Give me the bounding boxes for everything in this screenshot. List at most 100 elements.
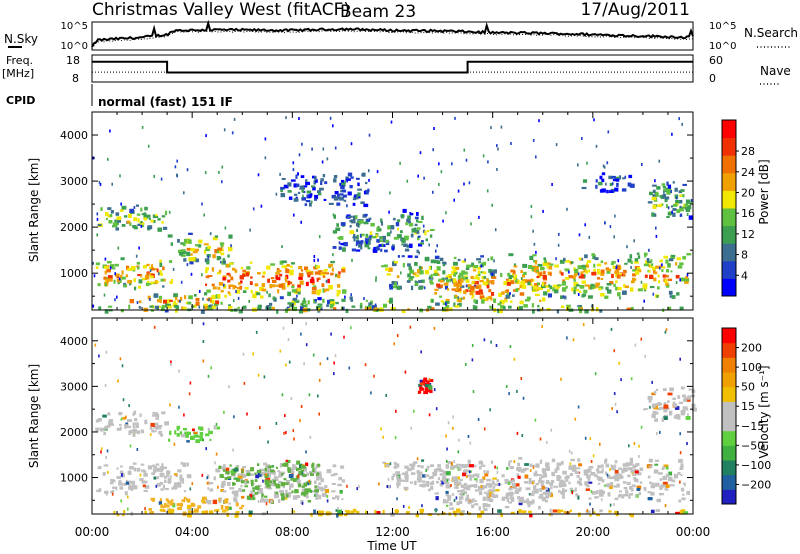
echo-region-1 bbox=[96, 461, 192, 496]
date-title: 17/Aug/2011 bbox=[580, 0, 690, 20]
y-tick-label: 2000 bbox=[60, 426, 88, 439]
beam-title: Beam 23 bbox=[340, 2, 416, 22]
y-tick-label: 3000 bbox=[60, 175, 88, 188]
freq-label: Freq. bbox=[6, 54, 33, 67]
nsearch-tick-bottom: 10^0 bbox=[709, 41, 736, 52]
x-tick-label: 00:00 bbox=[676, 525, 711, 539]
echo-region-5 bbox=[268, 296, 393, 311]
frequency-strip: Freq. [MHz] Nave 18 8 60 0 bbox=[2, 54, 791, 85]
echo-region-3 bbox=[167, 232, 233, 265]
scattered-echoes bbox=[94, 322, 689, 513]
power-panel: 1000 2000 3000 4000 Slant Range [km] bbox=[27, 111, 694, 314]
colorbar-tick-label: 50 bbox=[741, 381, 755, 394]
nsky-label: N.Sky bbox=[4, 32, 38, 46]
x-tick-label: 00:00 bbox=[75, 525, 110, 539]
colorbar-tick-label: 12 bbox=[741, 228, 755, 241]
nave-tick-bottom: 0 bbox=[709, 72, 716, 85]
colorbar-swatch bbox=[722, 460, 736, 476]
colorbar-tick-label: −200 bbox=[741, 478, 771, 491]
echo-region-12 bbox=[647, 181, 694, 220]
colorbar-swatch bbox=[722, 120, 736, 139]
echo-region-10 bbox=[417, 377, 434, 395]
echo-region-4 bbox=[218, 459, 321, 504]
colorbar-swatch bbox=[722, 474, 736, 490]
colorbar-tick-label: −50 bbox=[741, 439, 764, 452]
velocity-ylabel: Slant Range [km] bbox=[27, 364, 41, 468]
colorbar-swatch bbox=[722, 260, 736, 279]
y-tick-label: 4000 bbox=[60, 335, 88, 348]
x-tick-label: 12:00 bbox=[375, 525, 410, 539]
y-tick-label: 3000 bbox=[60, 380, 88, 393]
colorbar-swatch bbox=[722, 137, 736, 156]
x-tick-label: 04:00 bbox=[175, 525, 210, 539]
colorbar-tick-label: 100 bbox=[741, 361, 762, 374]
echo-region-7 bbox=[332, 208, 435, 253]
x-tick-label: 08:00 bbox=[275, 525, 310, 539]
colorbar-swatch bbox=[722, 155, 736, 174]
nsky-tick-bottom: 10^0 bbox=[61, 41, 88, 52]
x-tick-label: 16:00 bbox=[475, 525, 510, 539]
power-colorbar: 4 8 12 16 20 24 28 bbox=[721, 119, 755, 297]
power-echo-field bbox=[92, 116, 694, 314]
nave-tick-top: 60 bbox=[709, 54, 723, 67]
velocity-panel: 1000 2000 3000 4000 Slant Range [km] bbox=[27, 317, 697, 518]
colorbar-swatch bbox=[722, 328, 736, 344]
echo-region-6 bbox=[382, 459, 494, 492]
colorbar-tick-label: 20 bbox=[741, 186, 755, 199]
colorbar-tick-label: 24 bbox=[741, 166, 755, 179]
y-tick-label: 1000 bbox=[60, 472, 88, 485]
freq-unit-label: [MHz] bbox=[2, 67, 34, 80]
x-tick-label: 20:00 bbox=[576, 525, 611, 539]
nsearch-tick-top: 10^5 bbox=[709, 21, 736, 32]
colorbar-swatch bbox=[722, 342, 736, 358]
nsky-series bbox=[91, 19, 694, 48]
time-axis: 00:00 04:00 08:00 12:00 16:00 20:00 00:00 bbox=[75, 525, 711, 539]
scattered-echoes bbox=[92, 116, 693, 309]
nsearch-series bbox=[91, 30, 694, 49]
echo-region-11 bbox=[581, 172, 635, 194]
echo-region-13 bbox=[98, 304, 684, 314]
echo-region-2 bbox=[168, 425, 220, 443]
echo-region-9 bbox=[430, 269, 546, 308]
colorbar-swatch bbox=[722, 190, 736, 209]
echo-region-11 bbox=[113, 508, 689, 518]
cpid-label: CPID bbox=[6, 94, 35, 107]
colorbar-tick-label: −100 bbox=[741, 459, 771, 472]
colorbar-swatch bbox=[722, 445, 736, 461]
colorbar-swatch bbox=[722, 243, 736, 262]
velocity-colorbar-label: Velocity [m s⁻¹] bbox=[757, 365, 771, 458]
echo-region-9 bbox=[643, 386, 697, 422]
echo-region-8 bbox=[505, 457, 690, 503]
colorbar-tick-label: 200 bbox=[741, 342, 762, 355]
y-tick-label: 1000 bbox=[60, 267, 88, 280]
echo-region-10 bbox=[505, 252, 692, 300]
noise-strip: N.Sky N.Search 10^5 10^0 10^5 10^0 bbox=[4, 19, 798, 52]
colorbar-swatch bbox=[722, 278, 736, 297]
echo-region-4 bbox=[205, 260, 347, 299]
y-tick-label: 4000 bbox=[60, 129, 88, 142]
power-ylabel: Slant Range [km] bbox=[27, 158, 41, 262]
freq-tick-top: 18 bbox=[66, 54, 80, 67]
power-colorbar-label: Power [dB] bbox=[757, 159, 771, 224]
velocity-colorbar: 200 100 50 15 −15 −50 −100 −200 bbox=[721, 327, 771, 505]
echo-region-2 bbox=[129, 292, 232, 311]
y-tick-label: 2000 bbox=[60, 221, 88, 234]
colorbar-swatch bbox=[722, 430, 736, 446]
frequency-series bbox=[92, 60, 693, 74]
nsky-tick-top: 10^5 bbox=[61, 21, 88, 32]
echo-region-6 bbox=[280, 172, 370, 208]
echo-region-0 bbox=[95, 410, 169, 437]
site-title: Christmas Valley West (fitACF) bbox=[92, 0, 350, 20]
colorbar-tick-label: 4 bbox=[741, 269, 748, 282]
nave-label: Nave bbox=[760, 64, 791, 78]
colorbar-swatch bbox=[722, 208, 736, 227]
colorbar-swatch bbox=[722, 357, 736, 373]
echo-region-0 bbox=[97, 204, 168, 232]
xlabel: Time UT bbox=[366, 539, 417, 553]
nsearch-label: N.Search bbox=[744, 26, 798, 40]
colorbar-swatch bbox=[722, 416, 736, 432]
echo-region-5 bbox=[148, 496, 245, 516]
colorbar-tick-label: 28 bbox=[741, 145, 755, 158]
echo-region-1 bbox=[95, 257, 174, 291]
